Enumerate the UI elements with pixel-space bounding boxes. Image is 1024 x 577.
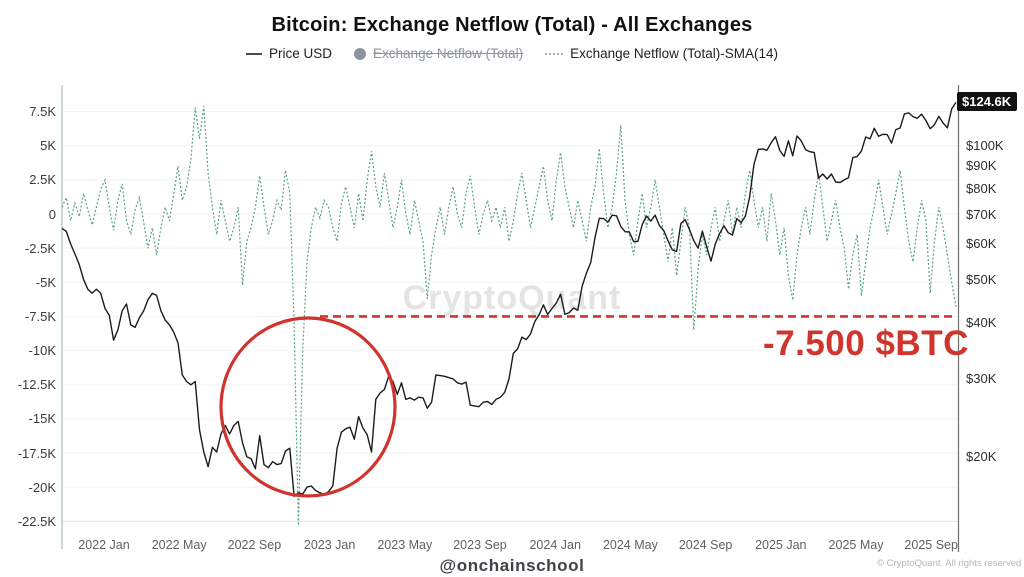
ytick-l-label: -22.5K xyxy=(17,513,56,529)
netflow-annotation-label: -7.500 $BTC xyxy=(763,324,969,363)
ytick-l-label: -15K xyxy=(28,411,56,427)
ytick-r-label: $30K xyxy=(966,370,997,386)
xtick-label: 2024 Sep xyxy=(678,538,733,552)
xtick-label: 2025 Sep xyxy=(904,538,958,552)
last-price-badge: $124.6K xyxy=(957,92,1018,112)
xtick-label: 2023 May xyxy=(377,538,433,552)
ytick-l-label: -20K xyxy=(28,479,56,495)
ytick-l-label: -2.5K xyxy=(24,240,56,256)
xtick-label: 2025 Jan xyxy=(755,538,807,552)
ytick-l-label: -5K xyxy=(35,274,56,290)
ytick-l-label: -10K xyxy=(28,343,56,359)
ytick-l-label: -12.5K xyxy=(17,377,56,393)
legend-label: Exchange Netflow (Total) xyxy=(373,46,524,61)
xtick-label: 2024 Jan xyxy=(529,538,581,552)
ytick-l-label: 5K xyxy=(40,138,56,154)
page-title: Bitcoin: Exchange Netflow (Total) - All … xyxy=(271,14,753,36)
xtick-label: 2023 Sep xyxy=(453,538,507,552)
ytick-r-label: $100K xyxy=(966,137,1004,153)
ytick-r-label: $80K xyxy=(966,180,997,196)
ytick-l-label: 7.5K xyxy=(29,104,56,120)
netflow-sma-line xyxy=(61,106,957,526)
copyright-text: © CryptoQuant. All rights reserved xyxy=(877,558,1022,569)
xtick-label: 2024 May xyxy=(602,538,658,552)
price-line xyxy=(61,102,957,498)
legend-item-exchange-netflow[interactable]: Exchange Netflow (Total) xyxy=(354,46,523,61)
xtick-label: 2022 May xyxy=(151,538,207,552)
ytick-r-label: $90K xyxy=(966,157,997,173)
ytick-r-label: $20K xyxy=(966,449,997,465)
ytick-l-label: -17.5K xyxy=(17,445,56,461)
legend-label: Exchange Netflow (Total)-SMA(14) xyxy=(570,46,778,61)
line-marker-icon xyxy=(246,52,263,55)
ytick-r-label: $70K xyxy=(966,206,997,222)
legend: Price USD Exchange Netflow (Total) Excha… xyxy=(0,46,1024,61)
legend-item-price-usd[interactable]: Price USD xyxy=(246,46,332,61)
ytick-r-label: $50K xyxy=(966,271,997,287)
ytick-l-label: 2.5K xyxy=(29,172,56,188)
xtick-label: 2023 Jan xyxy=(303,538,356,552)
ytick-l-label: -7.5K xyxy=(24,308,56,324)
ytick-l-label: 0 xyxy=(48,206,56,222)
dot-marker-icon xyxy=(354,47,367,60)
highlight-circle xyxy=(219,316,397,498)
author-handle: @onchainschool xyxy=(439,556,585,575)
ytick-r-label: $40K xyxy=(966,314,997,330)
xtick-label: 2022 Sep xyxy=(227,538,282,552)
xtick-label: 2025 May xyxy=(828,538,884,552)
xtick-label: 2022 Jan xyxy=(78,538,130,552)
ytick-r-label: $60K xyxy=(966,236,997,252)
dotted-line-marker-icon xyxy=(545,52,564,55)
legend-label: Price USD xyxy=(269,46,333,61)
legend-item-netflow-sma[interactable]: Exchange Netflow (Total)-SMA(14) xyxy=(545,46,778,61)
